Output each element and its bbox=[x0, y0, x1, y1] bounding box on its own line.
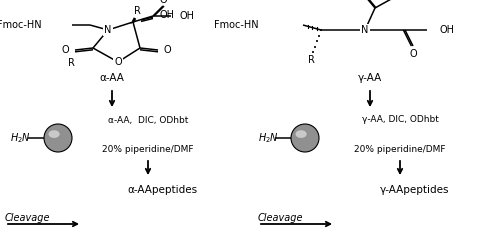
Ellipse shape bbox=[44, 124, 72, 152]
Text: O: O bbox=[164, 45, 172, 55]
Ellipse shape bbox=[294, 127, 316, 149]
Text: O: O bbox=[114, 57, 122, 67]
Ellipse shape bbox=[297, 130, 313, 146]
Text: 20% piperidine/DMF: 20% piperidine/DMF bbox=[102, 145, 194, 154]
Ellipse shape bbox=[291, 124, 319, 152]
Text: Fmoc-HN: Fmoc-HN bbox=[214, 20, 259, 30]
Text: R: R bbox=[308, 55, 314, 65]
Ellipse shape bbox=[302, 135, 308, 141]
Ellipse shape bbox=[52, 132, 64, 144]
Ellipse shape bbox=[302, 136, 308, 140]
Ellipse shape bbox=[45, 125, 71, 151]
Text: $H_2N$: $H_2N$ bbox=[10, 131, 31, 145]
Ellipse shape bbox=[298, 131, 312, 145]
Text: γ-AA: γ-AA bbox=[358, 73, 382, 83]
Ellipse shape bbox=[299, 132, 311, 144]
Ellipse shape bbox=[296, 129, 314, 147]
Text: OH: OH bbox=[439, 25, 454, 35]
Ellipse shape bbox=[304, 137, 306, 139]
Ellipse shape bbox=[296, 130, 306, 138]
Ellipse shape bbox=[291, 124, 319, 152]
Ellipse shape bbox=[54, 135, 62, 141]
Ellipse shape bbox=[46, 126, 70, 150]
Text: γ-AA, DIC, ODhbt: γ-AA, DIC, ODhbt bbox=[362, 116, 438, 124]
Text: O: O bbox=[409, 49, 417, 59]
Ellipse shape bbox=[48, 130, 60, 138]
Text: Cleavage: Cleavage bbox=[258, 213, 304, 223]
Ellipse shape bbox=[300, 133, 310, 143]
Text: α-AA,  DIC, ODhbt: α-AA, DIC, ODhbt bbox=[108, 116, 188, 124]
Ellipse shape bbox=[48, 129, 68, 147]
Ellipse shape bbox=[292, 125, 318, 151]
Ellipse shape bbox=[294, 126, 316, 150]
Text: N: N bbox=[362, 25, 368, 35]
Ellipse shape bbox=[48, 127, 68, 149]
Text: $H_2N$: $H_2N$ bbox=[258, 131, 279, 145]
Ellipse shape bbox=[54, 133, 62, 143]
Text: Cleavage: Cleavage bbox=[5, 213, 51, 223]
Text: α-AA: α-AA bbox=[100, 73, 124, 83]
Ellipse shape bbox=[51, 131, 65, 145]
Text: N: N bbox=[104, 25, 112, 35]
Ellipse shape bbox=[50, 130, 66, 146]
Ellipse shape bbox=[56, 136, 60, 140]
Text: 20% piperidine/DMF: 20% piperidine/DMF bbox=[354, 145, 446, 154]
Text: γ-AApeptides: γ-AApeptides bbox=[380, 185, 450, 195]
Ellipse shape bbox=[57, 137, 59, 139]
Text: O: O bbox=[159, 0, 167, 5]
Text: O: O bbox=[62, 45, 69, 55]
Text: R: R bbox=[68, 58, 74, 68]
Text: OH: OH bbox=[180, 11, 195, 21]
Text: Fmoc-HN: Fmoc-HN bbox=[0, 20, 42, 30]
Ellipse shape bbox=[44, 124, 72, 152]
Text: OH: OH bbox=[159, 10, 174, 20]
Text: α-AApeptides: α-AApeptides bbox=[127, 185, 197, 195]
Text: R: R bbox=[134, 6, 140, 16]
